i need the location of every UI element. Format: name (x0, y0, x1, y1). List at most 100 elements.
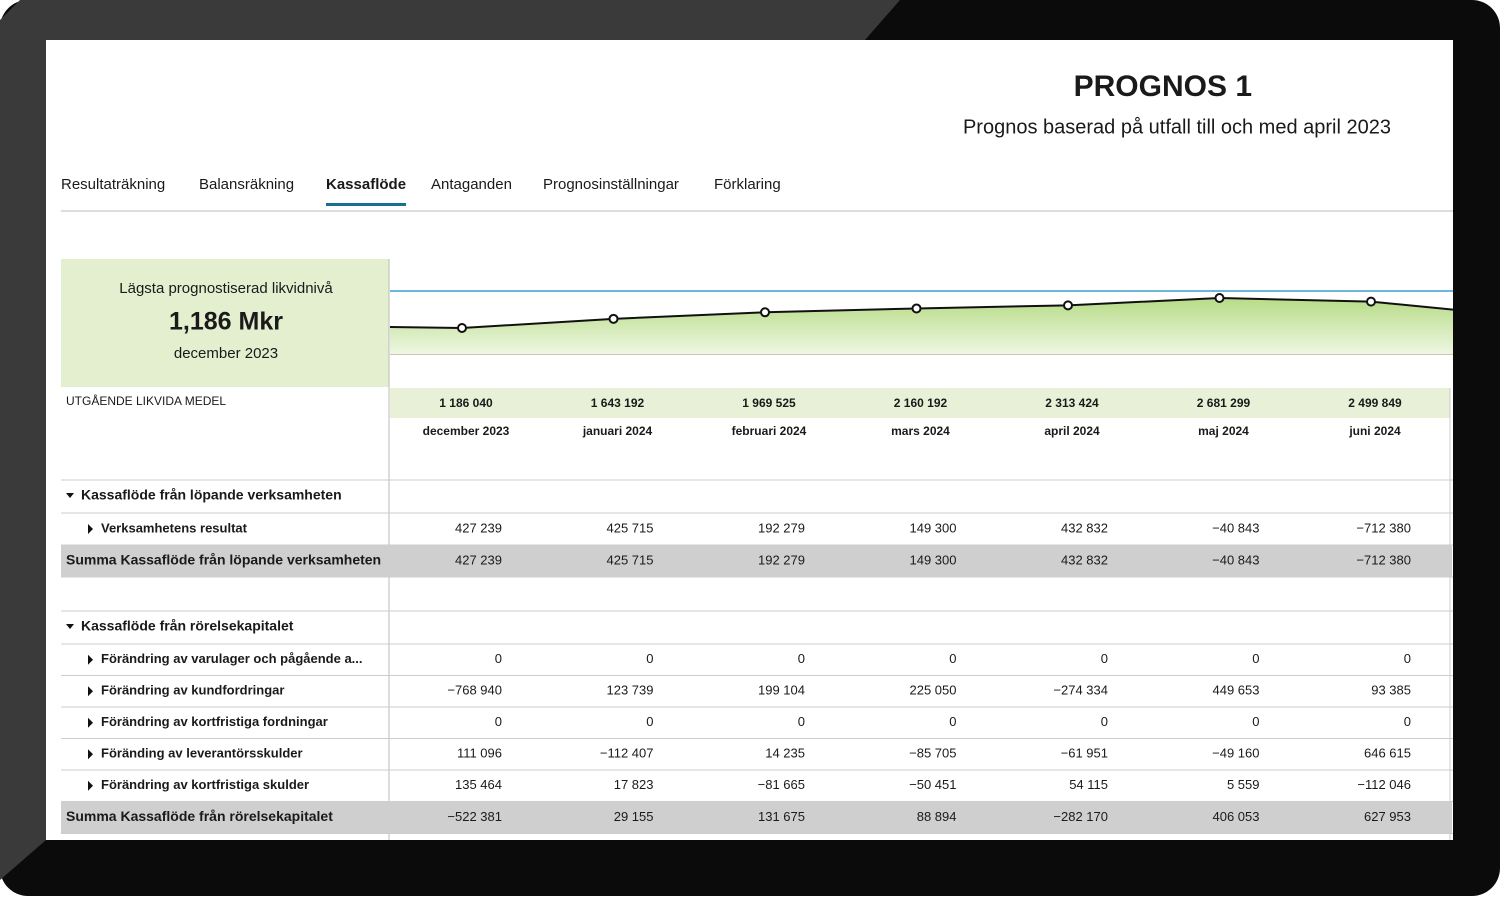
row-label[interactable]: Förändring av kortfristiga skulder (101, 777, 309, 792)
cell-value: 0 (1404, 651, 1411, 666)
cell-value: −61 951 (1061, 746, 1108, 761)
collapse-toggle[interactable] (88, 780, 93, 791)
cell-value: 0 (1252, 714, 1259, 729)
cell-value: −712 380 (1356, 520, 1411, 535)
cell-value: 432 832 (1061, 520, 1108, 535)
balance-value: 2 499 849 (1348, 396, 1402, 410)
total-value: 427 239 (455, 552, 502, 567)
cell-value: 14 235 (765, 746, 805, 761)
cell-value: 225 050 (910, 683, 957, 698)
total-value: 29 155 (614, 809, 654, 824)
cell-value: 135 464 (455, 777, 502, 792)
balance-value: 1 969 525 (742, 396, 796, 410)
month-label: mars 2024 (891, 424, 950, 438)
liquidity-point (760, 307, 770, 318)
cell-value: −49 160 (1212, 746, 1259, 761)
cell-value: 123 739 (607, 683, 654, 698)
cell-value: 0 (798, 651, 805, 666)
page-title: PROGNOS 1 (1074, 70, 1252, 103)
liquidity-point (1214, 293, 1225, 303)
total-value: 627 953 (1364, 809, 1411, 824)
total-row (61, 545, 1452, 577)
cell-value: 199 104 (758, 683, 805, 698)
total-value: 131 675 (758, 809, 805, 824)
month-label: april 2024 (1044, 424, 1100, 438)
collapse-toggle[interactable] (88, 686, 93, 697)
row-label[interactable]: Förändring av kundfordringar (101, 683, 284, 698)
row-label[interactable]: Verksamhetens resultat (101, 520, 248, 535)
cell-value: −40 843 (1212, 520, 1259, 535)
collapse-toggle[interactable] (88, 524, 93, 534)
total-value: 425 715 (607, 552, 654, 567)
cell-value: 93 385 (1371, 683, 1411, 698)
tab[interactable]: Kassaflöde (326, 176, 406, 193)
balance-value: 2 681 299 (1197, 396, 1251, 410)
month-label: juni 2024 (1348, 424, 1401, 438)
balance-value: 1 186 040 (439, 396, 493, 410)
cell-value: 0 (1101, 714, 1108, 729)
tab[interactable]: Förklaring (714, 176, 781, 193)
total-label: Summa Kassaflöde från löpande verksamhet… (66, 552, 381, 568)
cell-value: 54 115 (1069, 777, 1108, 792)
cell-value: −81 665 (758, 777, 805, 792)
liquidity-area (390, 298, 1453, 354)
collapse-toggle[interactable] (88, 717, 93, 728)
expand-toggle[interactable] (66, 493, 74, 498)
cell-value: −50 451 (909, 777, 956, 792)
total-value: 432 832 (1061, 552, 1108, 567)
cell-value: −112 407 (600, 746, 654, 761)
cell-value: 111 096 (457, 746, 502, 761)
summary-label: Lägsta prognostiserad likvidnivå (119, 280, 333, 297)
section-header[interactable]: Kassaflöde från rörelsekapitalet (81, 618, 294, 634)
cell-value: 149 300 (910, 520, 957, 535)
balance-value: 2 313 424 (1045, 396, 1099, 410)
row-label[interactable]: Förändring av kortfristiga fordningar (101, 714, 328, 729)
cell-value: 0 (646, 651, 653, 666)
total-label: Summa Kassaflöde från rörelsekapitalet (66, 808, 333, 824)
total-value: 88 894 (917, 809, 957, 824)
row-label[interactable]: Föränding av leverantörsskulder (101, 746, 303, 761)
total-value: −522 381 (447, 809, 502, 824)
section-header[interactable]: Kassaflöde från löpande verksamheten (81, 487, 342, 503)
balance-band (390, 388, 1450, 418)
tab[interactable]: Balansräkning (199, 176, 294, 193)
collapse-toggle[interactable] (88, 654, 93, 665)
row-label[interactable]: Förändring av varulager och pågående a..… (101, 651, 363, 666)
liquidity-point (608, 313, 619, 324)
balance-value: 1 643 192 (591, 396, 645, 410)
cell-value: −112 046 (1357, 777, 1411, 792)
cell-value: 0 (1101, 651, 1108, 666)
balance-label: UTGÅENDE LIKVIDA MEDEL (66, 393, 226, 408)
cell-value: 5 559 (1227, 777, 1260, 792)
month-label: maj 2024 (1198, 424, 1249, 438)
total-value: 192 279 (758, 552, 805, 567)
collapse-toggle[interactable] (88, 749, 93, 760)
total-value: 406 053 (1213, 809, 1260, 824)
cell-value: 0 (646, 714, 653, 729)
total-value: −40 843 (1212, 552, 1259, 567)
tab[interactable]: Prognosinställningar (543, 176, 679, 193)
total-value: −282 170 (1053, 809, 1108, 824)
expand-toggle[interactable] (66, 624, 74, 629)
cell-value: 0 (495, 714, 502, 729)
liquidity-point (457, 323, 467, 333)
cell-value: 0 (798, 714, 805, 729)
cell-value: 425 715 (607, 520, 654, 535)
liquidity-point (911, 303, 922, 314)
cell-value: 17 823 (614, 777, 654, 792)
cell-value: 0 (1404, 714, 1411, 729)
line-extension (389, 326, 463, 329)
tab[interactable]: Resultaträkning (61, 176, 165, 193)
summary-month: december 2023 (174, 345, 278, 362)
cell-value: 0 (495, 651, 502, 666)
liquidity-point (1366, 296, 1376, 307)
cell-value: −85 705 (909, 746, 956, 761)
cell-value: 0 (949, 651, 956, 666)
tab[interactable]: Antaganden (431, 176, 512, 193)
month-label: december 2023 (423, 424, 510, 438)
total-row (61, 801, 1452, 834)
balance-value: 2 160 192 (894, 396, 948, 410)
month-label: februari 2024 (732, 424, 807, 438)
summary-value: 1,186 Mkr (169, 308, 283, 336)
